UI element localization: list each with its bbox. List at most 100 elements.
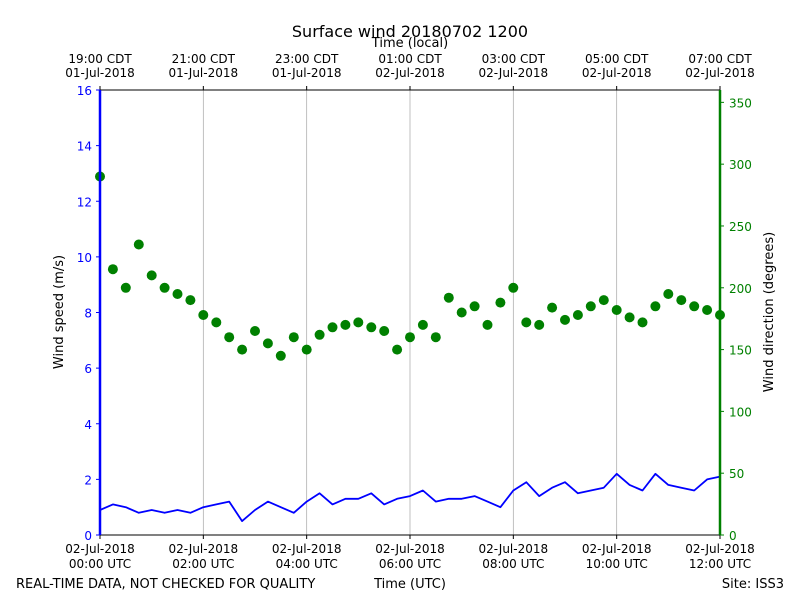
wind-direction-point (560, 314, 570, 325)
footer-site-label: Site: ISS3 (722, 577, 784, 592)
wind-direction-point (521, 317, 532, 328)
wind-direction-point (598, 295, 609, 306)
wind-direction-point (146, 270, 157, 281)
bottom-tick-label: 10:00 UTC (586, 557, 648, 571)
top-tick-label: 19:00 CDT (68, 52, 132, 66)
wind-direction-point (611, 305, 622, 315)
top-tick-label: 03:00 CDT (482, 52, 546, 66)
right-tick-label: 0 (729, 529, 737, 543)
bottom-tick-date: 02-Jul-2018 (272, 542, 342, 556)
wind-direction-point (237, 344, 248, 355)
bottom-tick-date: 02-Jul-2018 (479, 542, 549, 556)
wind-direction-point (456, 307, 467, 318)
wind-direction-point (211, 317, 222, 328)
left-axis-title: Wind speed (m/s) (52, 255, 67, 369)
top-tick-date: 01-Jul-2018 (65, 66, 135, 80)
bottom-tick-date: 02-Jul-2018 (169, 542, 239, 556)
left-tick-label: 10 (77, 251, 92, 265)
wind-direction-point (676, 295, 687, 306)
right-tick-label: 100 (729, 405, 752, 419)
top-tick-date: 02-Jul-2018 (479, 66, 549, 80)
footer-quality-note: REAL-TIME DATA, NOT CHECKED FOR QUALITY (16, 577, 315, 592)
right-axis-title: Wind direction (degrees) (762, 232, 777, 392)
bottom-axis-title: Time (UTC) (373, 577, 446, 592)
wind-direction-point (172, 289, 183, 299)
wind-direction-point (663, 289, 674, 299)
bottom-tick-date: 02-Jul-2018 (65, 542, 135, 556)
top-tick-label: 07:00 CDT (688, 52, 752, 66)
wind-direction-point (288, 332, 299, 343)
wind-direction-point (120, 282, 131, 293)
left-tick-label: 16 (77, 84, 92, 98)
bottom-tick-date: 02-Jul-2018 (685, 542, 755, 556)
wind-direction-point (508, 282, 519, 293)
top-tick-label: 23:00 CDT (275, 52, 339, 66)
wind-direction-point (572, 310, 583, 320)
wind-direction-point (469, 301, 480, 312)
wind-direction-point (534, 319, 545, 330)
wind-direction-point (482, 319, 493, 330)
top-tick-date: 01-Jul-2018 (272, 66, 342, 80)
bottom-tick-label: 12:00 UTC (689, 557, 751, 571)
series-group (95, 171, 725, 522)
wind-direction-point (379, 326, 390, 336)
left-tick-label: 14 (77, 140, 92, 154)
top-tick-label: 01:00 CDT (378, 52, 442, 66)
wind-direction-point (314, 329, 325, 340)
wind-direction-point (133, 239, 144, 250)
wind-direction-point (624, 312, 635, 323)
wind-direction-point (159, 282, 170, 293)
wind-direction-point (301, 344, 312, 355)
wind-direction-point (547, 302, 558, 313)
wind-direction-point (430, 332, 441, 343)
wind-speed-line (99, 472, 721, 522)
wind-direction-point (417, 319, 428, 330)
wind-direction-point (353, 317, 364, 328)
left-tick-label: 6 (84, 362, 92, 376)
wind-direction-point (405, 332, 415, 343)
right-tick-label: 250 (729, 220, 752, 234)
right-tick-label: 150 (729, 344, 752, 358)
top-tick-date: 02-Jul-2018 (582, 66, 652, 80)
bottom-tick-label: 08:00 UTC (482, 557, 544, 571)
wind-direction-point (702, 305, 713, 315)
right-tick-label: 200 (729, 282, 752, 296)
bottom-tick-label: 00:00 UTC (69, 557, 131, 571)
wind-direction-point (107, 264, 118, 275)
right-tick-label: 350 (729, 96, 752, 110)
bottom-tick-label: 04:00 UTC (276, 557, 338, 571)
gridlines (202, 90, 618, 535)
left-tick-label: 8 (84, 307, 92, 321)
wind-direction-point (224, 332, 235, 343)
wind-direction-point (198, 310, 209, 320)
top-tick-date: 02-Jul-2018 (375, 66, 445, 80)
bottom-tick-date: 02-Jul-2018 (375, 542, 445, 556)
wind-direction-point (185, 295, 196, 306)
left-tick-label: 2 (84, 473, 92, 487)
top-tick-label: 05:00 CDT (585, 52, 649, 66)
wind-direction-point (340, 319, 351, 330)
wind-direction-point (327, 322, 338, 333)
wind-direction-point (585, 301, 596, 312)
right-tick-label: 50 (729, 467, 744, 481)
wind-direction-point (495, 297, 506, 308)
top-axis-title: Time (local) (371, 36, 448, 51)
top-tick-date: 01-Jul-2018 (169, 66, 239, 80)
wind-direction-point (689, 301, 700, 312)
left-tick-label: 4 (84, 418, 92, 432)
bottom-tick-label: 06:00 UTC (379, 557, 441, 571)
right-tick-label: 300 (729, 158, 752, 172)
wind-direction-point (262, 338, 273, 349)
bottom-tick-date: 02-Jul-2018 (582, 542, 652, 556)
left-tick-label: 12 (77, 195, 92, 209)
chart-title: Surface wind 20180702 1200 (292, 22, 528, 41)
wind-direction-point (650, 301, 661, 312)
wind-direction-point (637, 317, 648, 328)
wind-direction-point (275, 350, 286, 361)
bottom-tick-label: 02:00 UTC (172, 557, 234, 571)
wind-direction-point (366, 322, 377, 333)
wind-direction-point (443, 292, 454, 303)
top-tick-date: 02-Jul-2018 (685, 66, 755, 80)
